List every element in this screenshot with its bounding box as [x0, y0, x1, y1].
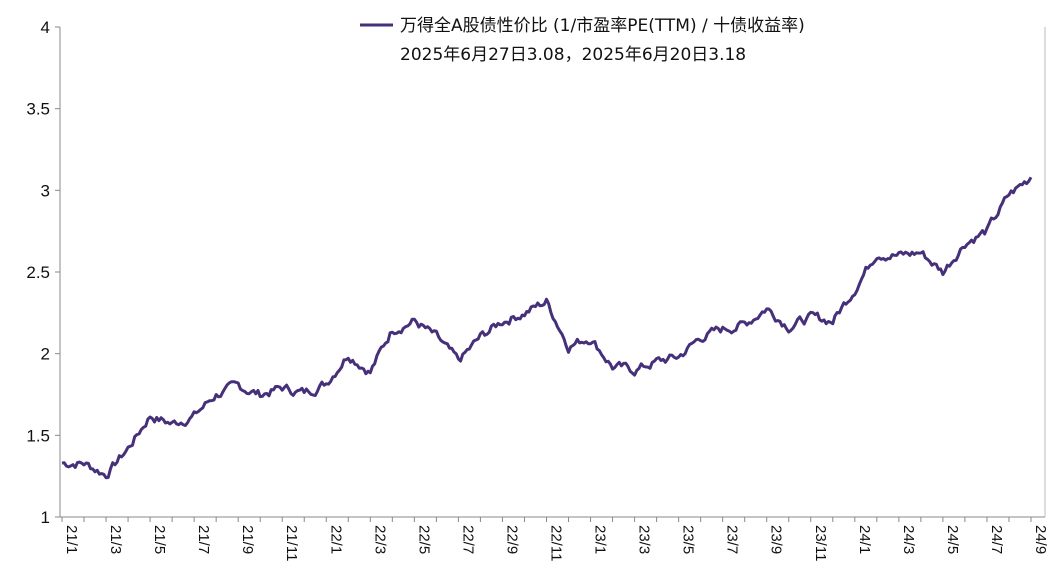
x-tick-label: 23/1: [592, 525, 609, 554]
y-axis-ticks: 1 1.5 2 2.5 3 3.5 4: [26, 18, 60, 527]
x-tick-label: 23/11: [812, 525, 829, 561]
x-tick-label: 23/5: [680, 525, 697, 554]
x-tick-label: 21/5: [151, 525, 168, 554]
x-tick-label: 21/7: [195, 525, 212, 554]
y-tick-label: 2: [41, 345, 50, 364]
plot-area: [61, 176, 1033, 480]
x-tick-label: 22/9: [503, 525, 520, 554]
x-tick-label: 24/7: [988, 525, 1005, 554]
x-tick-label: 22/3: [371, 525, 388, 554]
y-tick-label: 2.5: [26, 263, 50, 282]
annotation-text: 2025年6月27日3.08，2025年6月20日3.18: [400, 45, 746, 65]
y-tick-label: 3: [41, 181, 50, 200]
y-tick-label: 1.5: [26, 426, 50, 445]
x-tick-label: 24/9: [1032, 525, 1049, 554]
x-tick-label: 22/1: [327, 525, 344, 554]
x-tick-label: 24/5: [944, 525, 961, 554]
series-line: [61, 176, 1033, 480]
x-tick-label: 21/11: [283, 525, 300, 561]
x-tick-label: 24/1: [856, 525, 873, 554]
x-tick-label: 21/1: [63, 525, 80, 554]
x-tick-label: 21/3: [107, 525, 124, 554]
x-tick-label: 22/7: [459, 525, 476, 554]
legend-label: 万得全A股债性价比 (1/市盈率PE(TTM) / 十债收益率): [400, 16, 805, 36]
legend: 万得全A股债性价比 (1/市盈率PE(TTM) / 十债收益率) 2025年6月…: [360, 16, 805, 65]
x-tick-label: 21/9: [239, 525, 256, 554]
x-tick-label: 23/7: [724, 525, 741, 554]
x-tick-label: 23/3: [636, 525, 653, 554]
x-tick-label: 22/5: [415, 525, 432, 554]
y-tick-label: 4: [41, 18, 50, 37]
x-axis-ticks: 21/1 21/3 21/5 21/7 21/9 21/11 22/1 22/3 22/5 22/…: [61, 517, 1049, 561]
y-tick-label: 1: [41, 508, 50, 527]
x-tick-label: 22/11: [547, 525, 564, 561]
x-tick-label: 23/9: [768, 525, 785, 554]
x-tick-label: 24/3: [900, 525, 917, 554]
y-tick-label: 3.5: [26, 100, 50, 119]
